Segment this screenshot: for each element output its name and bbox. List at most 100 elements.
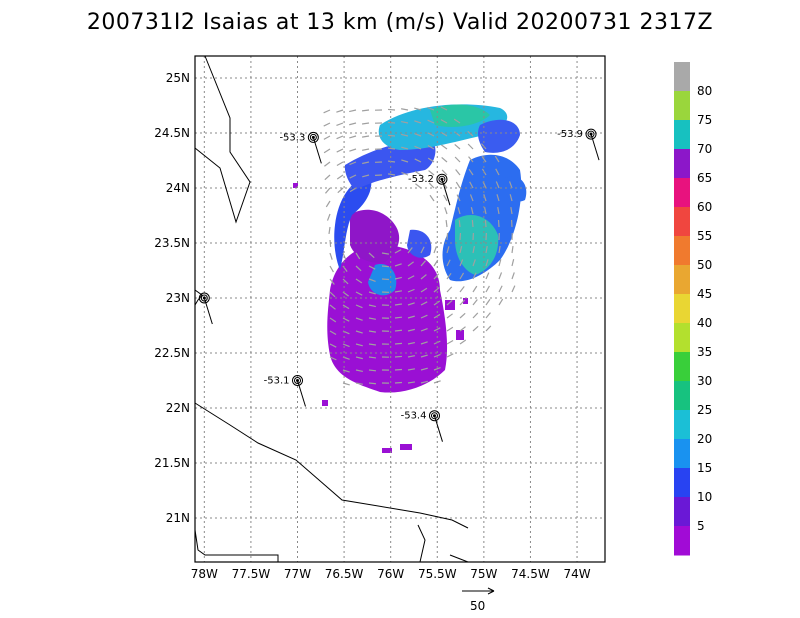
wind-arrow <box>324 174 331 181</box>
wind-arrow <box>446 340 454 345</box>
wind-arrow <box>444 207 448 215</box>
wind-arrow <box>456 194 461 202</box>
wind-arrow <box>394 263 402 267</box>
colorbar-label: 15 <box>697 461 712 475</box>
colorbar-label: 30 <box>697 374 712 388</box>
lon-tick-label: 75.5W <box>418 567 457 581</box>
buoy-icon <box>292 375 303 386</box>
wind-arrow <box>494 155 500 163</box>
wind-arrow <box>485 246 488 254</box>
buoy-icon <box>309 133 317 141</box>
wind-arrow <box>323 109 331 114</box>
lat-tick-label: 23N <box>166 291 190 305</box>
wind-arrow <box>429 194 435 202</box>
colorbar-label: 20 <box>697 432 712 446</box>
wind-arrow <box>472 285 478 293</box>
wind-arrow <box>511 272 515 280</box>
colorbar-swatch <box>674 439 690 469</box>
wind-arrow <box>414 107 422 111</box>
wind-arrow <box>368 291 376 295</box>
wind-arrow <box>485 272 490 280</box>
wind-arrow <box>446 246 450 254</box>
map-frame <box>194 55 606 563</box>
wind-arrow <box>427 106 435 111</box>
wind-arrow <box>355 356 363 360</box>
wind-arrow <box>485 298 491 306</box>
wind-arrow <box>387 160 396 163</box>
buoy-icon <box>200 294 208 302</box>
wind-arrow <box>401 146 409 150</box>
wind-barb <box>312 137 322 164</box>
buoy-icon <box>438 175 446 183</box>
wind-arrow <box>349 109 357 113</box>
wind-arrow <box>394 303 403 306</box>
reference-vector: 50 <box>462 587 495 613</box>
wind-arrow <box>368 356 377 359</box>
colorbar-label: 70 <box>697 142 712 156</box>
colorbar-swatch <box>674 62 690 92</box>
lat-tick-label: 24N <box>166 181 190 195</box>
wind-arrow <box>415 183 422 189</box>
colorbar-label: 50 <box>697 258 712 272</box>
lon-tick-label: 75W <box>470 567 497 581</box>
wind-arrow <box>407 381 416 384</box>
wind-arrow <box>361 135 370 138</box>
wind-arrow <box>414 158 422 163</box>
wind-arrow <box>485 259 489 267</box>
wind-arrow <box>361 122 370 125</box>
wind-arrow <box>407 341 415 345</box>
wind-arrow <box>459 286 465 293</box>
wind-arrow <box>329 304 336 310</box>
wind-arrow <box>407 288 415 293</box>
wind-arrow <box>387 173 396 176</box>
wind-arrow <box>368 317 376 320</box>
wind-arrow <box>446 353 454 358</box>
wind-arrow <box>420 341 428 345</box>
wind-arrow <box>454 156 461 163</box>
wind-barb <box>441 179 451 206</box>
wind-arrow <box>446 232 449 241</box>
wind-arrow <box>394 355 403 358</box>
lat-tick-label: 25N <box>166 71 190 85</box>
wind-arrow <box>446 299 453 306</box>
wind-arrow <box>387 134 396 137</box>
colorbar-swatch <box>674 120 690 150</box>
wind-arrow <box>355 252 361 260</box>
wind-arrow <box>440 119 448 124</box>
wind-arrow <box>349 122 357 126</box>
wind-arrow <box>420 287 428 293</box>
wind-arrow <box>407 261 414 267</box>
wind-arrow <box>481 155 487 163</box>
colorbar-swatch <box>674 149 690 179</box>
map-gridlines <box>195 56 605 562</box>
wind-arrow <box>483 194 487 202</box>
buoy-icon <box>585 128 597 140</box>
wind-arrow <box>355 304 363 309</box>
wind-arrow <box>387 121 396 124</box>
wind-arrow <box>349 174 357 179</box>
colorbar-label: 45 <box>697 287 712 301</box>
wind-barb <box>590 133 600 161</box>
wind-arrow <box>459 299 466 306</box>
wind-arrow <box>355 291 363 296</box>
wind-arrow <box>459 246 463 254</box>
colorbar-swatch <box>674 207 690 237</box>
wind-arrow <box>355 317 363 321</box>
wind-arrow <box>472 246 475 254</box>
wind-arrow <box>368 382 377 385</box>
wind-arrow <box>472 325 479 332</box>
buoy-markers: -53.3 -53.9 -53.2 -53.1 -53.4 <box>198 128 600 442</box>
colorbar-swatch <box>674 91 690 121</box>
lat-tick-label: 24.5N <box>154 126 190 140</box>
wind-arrow <box>420 367 428 371</box>
wind-arrow <box>414 170 422 176</box>
colorbar-label: 60 <box>697 200 712 214</box>
wind-arrow <box>336 135 344 140</box>
wind-arrow <box>498 298 504 306</box>
buoy-station: -53.2 <box>408 173 451 206</box>
wind-arrow <box>427 145 435 150</box>
wind-arrow <box>445 219 448 228</box>
wind-arrow <box>496 194 500 202</box>
wind-arrow <box>414 120 422 124</box>
wind-arrow <box>407 368 416 371</box>
